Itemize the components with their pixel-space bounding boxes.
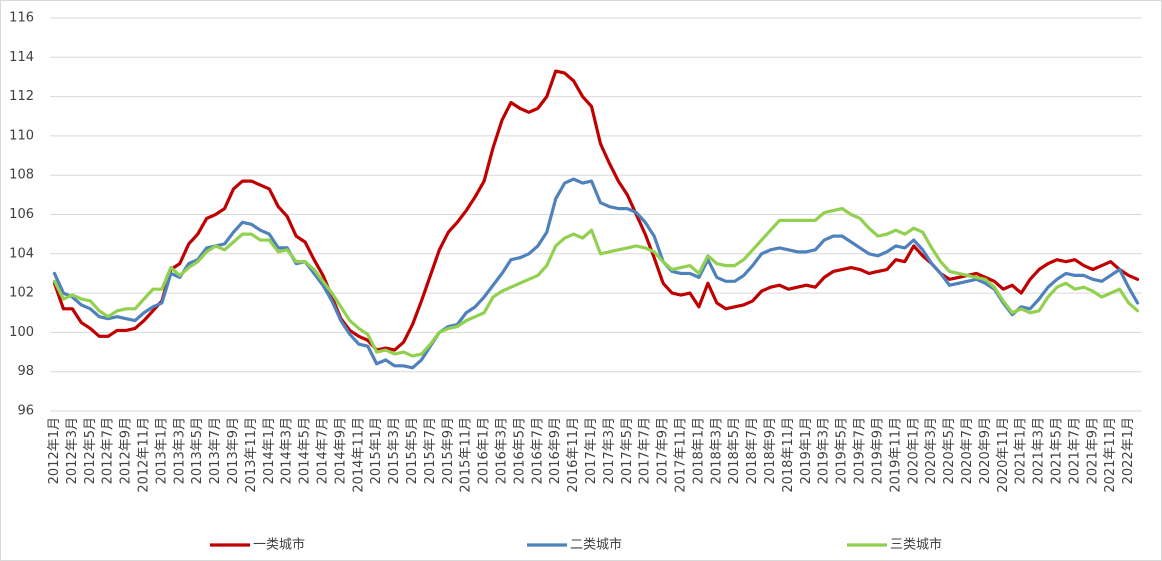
x-tick-label: 2012年9月	[119, 417, 134, 484]
y-tick-label: 98	[17, 364, 34, 379]
x-tick-label: 2017年1月	[584, 417, 599, 484]
y-tick-label: 116	[9, 11, 34, 26]
x-tick-label: 2018年7月	[745, 417, 760, 484]
x-tick-label: 2022年1月	[1121, 417, 1136, 484]
x-tick-label: 2015年1月	[369, 417, 384, 484]
legend-label: 二类城市	[570, 537, 622, 553]
x-tick-label: 2014年1月	[262, 417, 277, 484]
x-tick-label: 2016年9月	[548, 417, 563, 484]
y-tick-label: 104	[9, 246, 34, 261]
x-tick-label: 2014年7月	[316, 417, 331, 484]
x-tick-label: 2014年9月	[333, 417, 348, 484]
x-tick-label: 2017年3月	[602, 417, 617, 484]
x-tick-label: 2012年3月	[65, 417, 80, 484]
x-tick-label: 2013年11月	[244, 417, 259, 493]
x-tick-label: 2014年3月	[280, 417, 295, 484]
y-tick-label: 114	[9, 50, 34, 65]
y-tick-label: 108	[9, 168, 34, 183]
x-tick-label: 2017年11月	[674, 417, 689, 493]
y-tick-label: 110	[9, 128, 34, 143]
series-line	[52, 177, 1140, 370]
x-tick-label: 2013年3月	[172, 417, 187, 484]
x-tick-label: 2015年5月	[405, 417, 420, 484]
x-tick-label: 2016年11月	[566, 417, 581, 493]
x-tick-label: 2021年1月	[1014, 417, 1029, 484]
x-tick-label: 2013年7月	[208, 417, 223, 484]
x-tick-label: 2017年5月	[620, 417, 635, 484]
x-tick-label: 2018年5月	[727, 417, 742, 484]
x-tick-label: 2021年3月	[1032, 417, 1047, 484]
y-tick-label: 112	[9, 89, 34, 104]
x-tick-label: 2012年1月	[47, 417, 62, 484]
series-line	[52, 69, 1140, 352]
y-tick-label: 100	[9, 325, 34, 340]
x-tick-label: 2013年5月	[190, 417, 205, 484]
x-tick-label: 2021年11月	[1103, 417, 1118, 493]
x-tick-label: 2020年1月	[906, 417, 921, 484]
x-tick-label: 2012年7月	[101, 417, 116, 484]
x-tick-label: 2019年11月	[888, 417, 903, 493]
x-tick-label: 2014年11月	[351, 417, 366, 493]
series-line	[52, 207, 1140, 358]
x-tick-label: 2019年7月	[853, 417, 868, 484]
x-tick-label: 2021年9月	[1085, 417, 1100, 484]
y-tick-label: 96	[17, 404, 34, 419]
x-tick-label: 2013年1月	[154, 417, 169, 484]
x-tick-label: 2019年1月	[799, 417, 814, 484]
x-tick-label: 2020年5月	[942, 417, 957, 484]
x-tick-label: 2018年11月	[781, 417, 796, 493]
legend-label: 三类城市	[890, 537, 942, 553]
x-tick-label: 2015年11月	[459, 417, 474, 493]
legend-label: 一类城市	[253, 537, 305, 553]
y-tick-label: 102	[9, 286, 34, 301]
x-tick-label: 2019年9月	[870, 417, 885, 484]
x-tick-label: 2019年5月	[835, 417, 850, 484]
x-tick-label: 2015年7月	[423, 417, 438, 484]
x-tick-label: 2020年7月	[960, 417, 975, 484]
x-tick-label: 2021年7月	[1067, 417, 1082, 484]
x-tick-label: 2012年5月	[83, 417, 98, 484]
x-tick-label: 2018年9月	[763, 417, 778, 484]
x-tick-label: 2019年3月	[817, 417, 832, 484]
x-tick-label: 2018年3月	[709, 417, 724, 484]
x-tick-label: 2014年5月	[298, 417, 313, 484]
x-tick-label: 2016年7月	[530, 417, 545, 484]
x-tick-label: 2017年7月	[638, 417, 653, 484]
x-tick-label: 2016年1月	[477, 417, 492, 484]
x-tick-label: 2020年9月	[978, 417, 993, 484]
x-tick-label: 2020年3月	[924, 417, 939, 484]
x-tick-label: 2015年3月	[387, 417, 402, 484]
x-tick-label: 2012年11月	[136, 417, 151, 493]
x-tick-label: 2021年5月	[1049, 417, 1064, 484]
x-tick-label: 2016年3月	[495, 417, 510, 484]
y-tick-label: 106	[9, 207, 34, 222]
x-tick-label: 2013年9月	[226, 417, 241, 484]
x-tick-label: 2017年9月	[656, 417, 671, 484]
x-tick-label: 2018年1月	[691, 417, 706, 484]
x-tick-label: 2015年9月	[441, 417, 456, 484]
x-tick-label: 2016年5月	[512, 417, 527, 484]
x-tick-label: 2020年11月	[996, 417, 1011, 493]
